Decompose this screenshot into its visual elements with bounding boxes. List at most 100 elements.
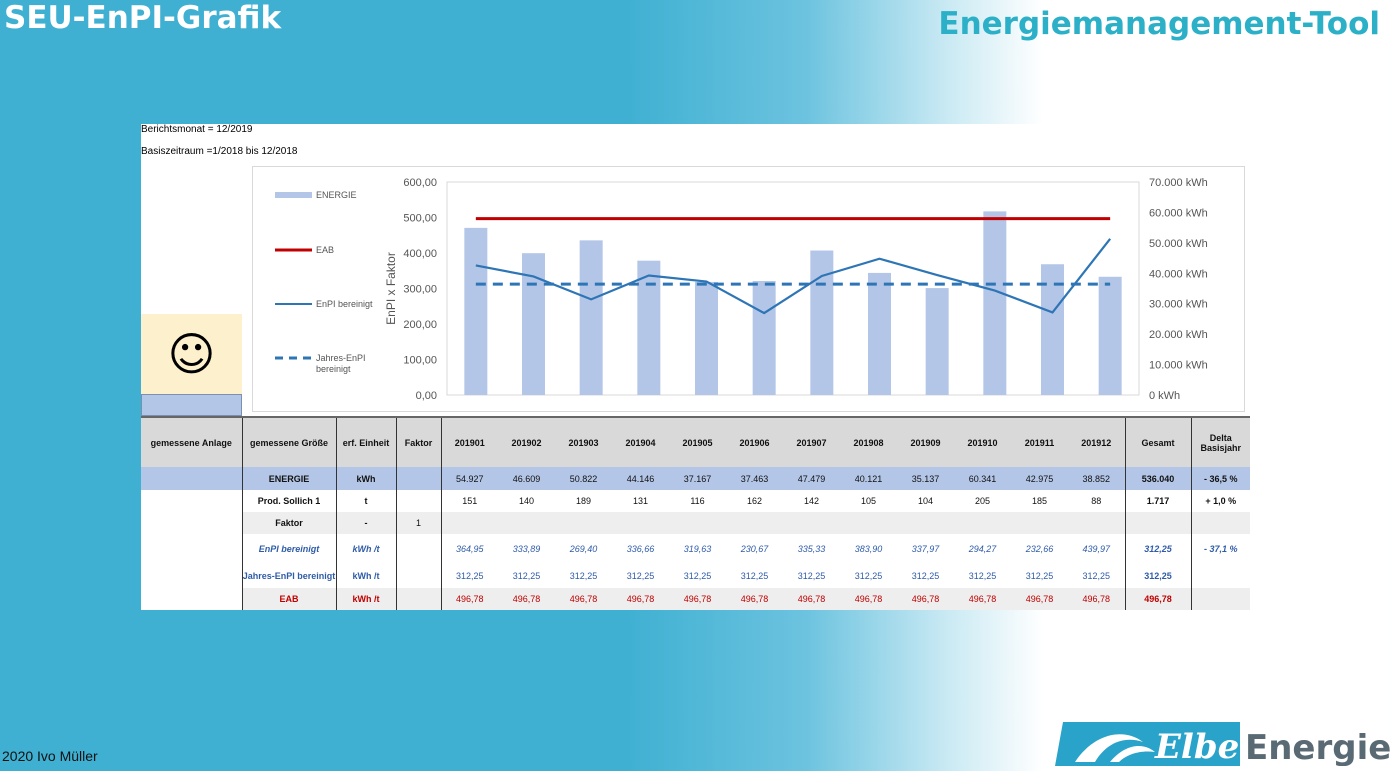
row-value: 312,25 [726,564,783,588]
y-tick-label: 400,00 [403,248,437,260]
row-value [954,512,1011,534]
row-faktor [395,490,441,512]
row-value: 312,25 [612,564,669,588]
smiley-icon: ☺ [167,327,216,381]
row-faktor [395,534,441,564]
row-value: 312,25 [897,564,954,588]
row-faktor [395,588,441,610]
y2-tick-label: 20.000 kWh [1149,329,1208,341]
bar-energie [579,240,603,395]
row-delta [1190,564,1250,588]
logo-wave-icon: Elbe Energie [1055,722,1390,768]
row-value: 312,25 [954,564,1011,588]
legend-label: EnPI bereinigt [316,299,373,309]
column-header: Faktor [395,416,441,467]
column-header: 201901 [440,416,498,467]
row-unit: kWh /t [335,588,396,610]
row-value: 439,97 [1068,534,1125,564]
row-value: 312,25 [840,564,897,588]
column-header: 201909 [897,416,954,467]
slide-title: SEU-EnPI-Grafik [4,0,282,36]
column-header: 201903 [555,416,612,467]
row-total: 536.040 [1124,467,1192,490]
row-value: 496,78 [440,588,498,610]
row-value: 364,95 [440,534,498,564]
empty-cell [141,490,242,512]
y-axis-title: EnPI x Faktor [384,252,398,325]
row-value: 496,78 [1011,588,1068,610]
table-row: Prod. Sollich 1 t 151 140 189 131 116 162 142 105… [141,490,1250,512]
row-value [498,512,555,534]
y-tick-label: 600,00 [403,177,437,189]
row-total: 1.717 [1124,490,1192,512]
row-value: 496,78 [555,588,612,610]
row-total: 496,78 [1124,588,1192,610]
column-header: gemessene Anlage [141,416,242,467]
row-value: 496,78 [612,588,669,610]
row-value: 496,78 [498,588,555,610]
row-value: 312,25 [669,564,726,588]
column-header: 201902 [498,416,555,467]
row-value: 496,78 [726,588,783,610]
row-total: 312,25 [1124,534,1192,564]
column-header: 201904 [612,416,669,467]
row-value: 46.609 [498,467,555,490]
enpi-chart: 600,00 500,00 400,00 300,00 200,00 100,00 0,00… [252,166,1245,412]
column-header: 201908 [840,416,897,467]
row-value: 35.137 [897,467,954,490]
legend-label: ENERGIE [316,190,357,200]
row-value: 105 [840,490,897,512]
table-row: Jahres-EnPI bereinigt kWh /t 312,25 312,25 3… [141,564,1250,588]
row-value: 496,78 [954,588,1011,610]
row-delta [1190,512,1250,534]
row-value: 189 [555,490,612,512]
y-tick-label: 0,00 [416,390,437,402]
row-value: 151 [440,490,498,512]
bar-energie [868,272,891,395]
row-value [897,512,954,534]
y-tick-label: 500,00 [403,213,437,225]
bar-energie [637,260,661,395]
row-label: ENERGIE [241,467,336,490]
row-value: 230,67 [726,534,783,564]
report-sheet: Berichtsmonat = 12/2019 Basiszeitraum =1… [141,124,1250,610]
row-value: 205 [954,490,1011,512]
y-tick-label: 300,00 [403,284,437,296]
berichtsmonat-label: Berichtsmonat = 12/2019 [141,124,253,135]
column-header: erf. Einheit [335,416,396,467]
row-value: 142 [783,490,840,512]
row-label: Faktor [241,512,336,534]
row-delta: + 1,0 % [1190,490,1250,512]
empty-cell [141,564,242,588]
tool-title: Energiemanagement-Tool [938,6,1380,42]
row-value [612,512,669,534]
row-unit: t [335,490,396,512]
row-total: 312,25 [1124,564,1192,588]
status-indicator: ☺ [141,314,242,394]
bar-energie [522,253,545,395]
y2-tick-label: 70.000 kWh [1149,177,1208,189]
row-value: 336,66 [612,534,669,564]
row-faktor [395,467,441,490]
row-value [783,512,840,534]
y2-tick-label: 60.000 kWh [1149,207,1208,219]
row-faktor: 1 [395,512,441,534]
empty-cell [141,534,242,564]
column-header: Delta Basisjahr [1190,416,1250,467]
row-label: Jahres-EnPI bereinigt [241,564,336,588]
row-value: 496,78 [669,588,726,610]
row-value: 496,78 [783,588,840,610]
row-unit: kWh /t [335,534,396,564]
row-value: 50.822 [555,467,612,490]
row-value [1068,512,1125,534]
row-value: 335,33 [783,534,840,564]
line-enpi-bereinigt [475,238,1112,315]
bar-energie [1041,264,1064,395]
column-header: 201912 [1068,416,1125,467]
column-header: 201905 [669,416,726,467]
plot-area [446,181,1140,396]
row-unit: kWh [335,467,396,490]
row-value: 312,25 [783,564,840,588]
table-header-row: gemessene Anlage gemessene Größe erf. Einh… [141,416,1250,467]
row-unit: - [335,512,396,534]
